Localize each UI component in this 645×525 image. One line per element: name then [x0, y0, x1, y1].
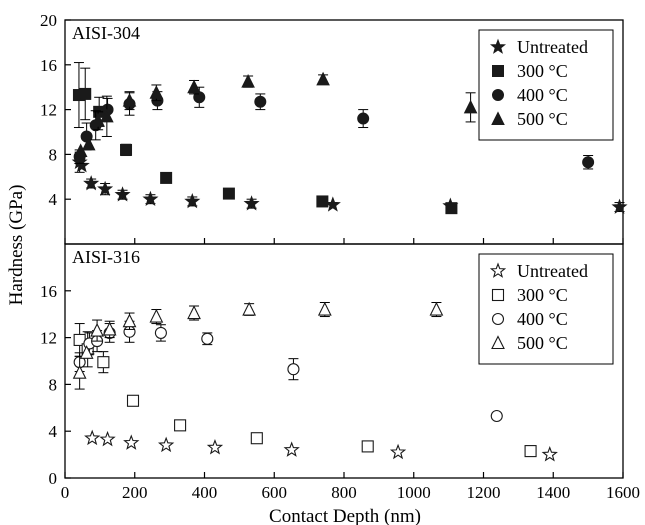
data-point [202, 333, 213, 344]
data-point [242, 75, 254, 87]
data-point [391, 445, 404, 458]
panel-title: AISI-316 [72, 247, 140, 267]
data-point [86, 431, 99, 444]
data-point [317, 196, 328, 207]
legend-entry: 400 °C [517, 85, 568, 105]
legend-entry: 300 °C [517, 61, 568, 81]
data-point [80, 88, 91, 99]
data-point [465, 101, 477, 113]
legend: Untreated 300 °C 400 °C 500 °C [479, 30, 613, 140]
legend-marker-circle [493, 314, 504, 325]
x-tick-label: 1200 [467, 483, 501, 502]
data-point [358, 113, 369, 124]
data-point [155, 327, 166, 338]
data-point [188, 307, 200, 319]
data-point [491, 410, 502, 421]
legend-marker-square [493, 66, 504, 77]
legend-marker-circle [493, 90, 504, 101]
series-triangle [74, 303, 443, 390]
data-point [223, 188, 234, 199]
data-point [128, 395, 139, 406]
data-point [74, 366, 86, 378]
series-triangle [75, 73, 477, 157]
legend-entry: 500 °C [517, 333, 568, 353]
data-point [446, 203, 457, 214]
legend-entry: Untreated [517, 261, 588, 281]
data-point [362, 441, 373, 452]
data-point [525, 446, 536, 457]
y-tick-label: 12 [40, 101, 57, 120]
data-point [251, 433, 262, 444]
y-tick-label: 16 [40, 282, 57, 301]
y-tick-label: 4 [49, 422, 58, 441]
data-point [285, 443, 298, 456]
x-tick-label: 1400 [536, 483, 570, 502]
data-point [98, 357, 109, 368]
series-star [73, 152, 626, 213]
x-tick-label: 800 [331, 483, 357, 502]
x-tick-label: 0 [61, 483, 70, 502]
y-axis-title: Hardness (GPa) [6, 185, 27, 306]
data-point [243, 303, 255, 315]
x-tick-label: 200 [122, 483, 148, 502]
series-square [73, 63, 456, 214]
data-point [430, 303, 442, 315]
data-point [319, 303, 331, 315]
legend: Untreated 300 °C 400 °C 500 °C [479, 254, 613, 364]
data-point [583, 157, 594, 168]
y-tick-label: 20 [40, 11, 57, 30]
y-tick-label: 8 [49, 145, 58, 164]
legend-entry: 500 °C [517, 109, 568, 129]
legend-entry: 300 °C [517, 285, 568, 305]
series-square [74, 324, 536, 457]
data-point [543, 448, 556, 461]
y-tick-label: 4 [49, 190, 58, 209]
data-point [150, 86, 162, 98]
x-axis-title: Contact Depth (nm) [269, 506, 421, 525]
data-point [288, 364, 299, 375]
y-tick-label: 8 [49, 375, 58, 394]
data-point [159, 438, 172, 451]
x-tick-label: 1600 [606, 483, 640, 502]
data-point [255, 96, 266, 107]
data-point [150, 310, 162, 322]
data-point [208, 441, 221, 454]
data-point [121, 144, 132, 155]
legend-entry: 400 °C [517, 309, 568, 329]
data-point [125, 436, 138, 449]
y-tick-label: 16 [40, 56, 57, 75]
x-tick-label: 1000 [397, 483, 431, 502]
panel-title: AISI-304 [72, 23, 140, 43]
legend-entry: Untreated [517, 37, 588, 57]
data-point [101, 432, 114, 445]
data-point [175, 420, 186, 431]
panel-1: 4 8 12 16 20 AISI-304 Untreated 300 °C 400 °C 500… [40, 11, 626, 244]
x-tick-label: 400 [192, 483, 218, 502]
y-tick-label: 0 [49, 469, 58, 488]
series-star [86, 431, 557, 460]
data-point [161, 172, 172, 183]
y-tick-label: 12 [40, 329, 57, 348]
panel-2: 0 4 8 12 16 0 200 400 600 800 1000 1200 1400 1600 AISI… [40, 244, 640, 502]
x-tick-label: 600 [262, 483, 288, 502]
legend-marker-square [493, 290, 504, 301]
